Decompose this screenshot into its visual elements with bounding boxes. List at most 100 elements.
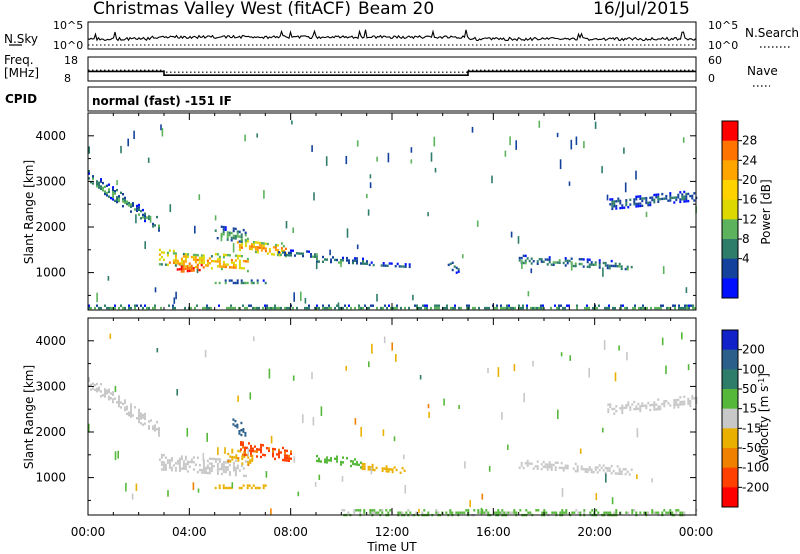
range-time-cell [234,473,237,477]
range-time-cell [573,511,576,514]
range-time-cell [401,467,404,470]
range-time-cell [627,206,630,209]
range-time-cell [290,457,292,460]
range-time-cell [158,258,161,261]
range-time-cell [130,415,132,418]
range-time-cell [92,382,94,385]
range-time-cell [238,262,241,265]
range-time-cell [687,397,690,401]
range-time-cell [234,471,237,474]
range-time-cell [469,500,471,508]
range-time-cell [134,406,136,409]
range-time-cell [302,414,304,424]
range-time-cell [501,511,504,514]
range-time-cell [548,256,551,259]
range-time-cell [488,466,491,472]
range-time-cell [540,467,543,471]
range-time-cell [653,198,656,201]
range-time-cell [184,467,187,471]
range-time-cell [410,159,413,164]
range-time-cell [687,402,690,405]
range-time-cell [639,202,642,205]
range-time-cell [194,253,197,257]
range-time-cell [102,181,104,185]
range-time-cell [330,258,332,261]
range-time-cell [286,456,288,460]
range-time-cell [270,253,273,256]
colorbar-band [722,349,738,370]
range-time-cell [324,306,326,310]
range-time-cell [168,461,171,464]
range-time-cell [473,509,476,512]
colorbar-band [722,448,738,469]
range-time-cell [168,249,171,252]
range-time-cell [296,252,298,255]
range-time-cell [370,304,372,307]
range-time-cell [206,471,209,475]
range-time-cell [613,412,616,415]
range-time-cell [524,462,527,465]
range-time-cell [248,304,250,307]
range-time-cell [572,264,575,268]
range-time-cell [455,511,458,514]
range-time-cell [256,251,259,254]
range-time-cell [248,247,251,250]
range-time-cell [306,306,308,310]
range-time-cell [276,453,278,456]
range-time-cell [264,281,267,285]
range-time-cell [156,215,158,219]
range-time-cell [114,385,117,393]
range-time-cell [611,207,614,211]
range-time-cell [578,258,581,261]
range-time-cell [613,511,616,514]
range-time-cell [240,486,243,490]
range-time-cell [238,306,240,310]
range-time-cell [90,383,92,386]
range-time-cell [112,398,114,401]
range-time-cell [632,306,634,310]
range-time-cell [607,403,610,406]
range-time-cell [232,261,235,264]
range-time-cell [529,511,532,514]
range-time-cell [673,196,676,199]
range-time-cell [96,387,98,390]
range-time-cell [140,412,142,415]
range-time-cell [597,511,600,514]
range-time-cell [210,255,213,258]
range-time-cell [204,469,207,472]
range-time-cell [160,461,163,464]
range-time-cell [196,471,199,474]
range-time-cell [274,457,276,461]
range-time-cell [677,193,680,197]
range-time-cell [262,453,264,457]
range-time-cell [266,306,268,310]
range-time-cell [114,190,116,193]
range-time-cell [268,368,271,379]
range-time-cell [162,461,165,464]
range-time-cell [234,227,237,231]
range-time-cell [106,194,108,197]
range-time-cell [184,267,187,270]
range-time-cell [675,198,678,202]
range-time-cell [144,212,146,215]
range-time-cell [96,182,98,185]
range-time-cell [144,219,146,223]
range-time-cell [104,395,106,398]
range-time-cell [582,258,585,261]
range-time-cell [435,511,438,514]
range-time-cell [242,430,245,433]
range-time-cell [555,511,558,514]
range-time-cell [284,306,286,310]
range-time-cell [194,306,196,310]
range-time-cell [265,471,268,478]
range-time-cell [218,467,221,471]
cpid-box [87,86,697,112]
range-time-cell [691,194,694,198]
range-time-cell [584,306,586,310]
range-time-cell [606,264,609,267]
range-time-cell [596,306,598,310]
colorbar-tick-label: 200 [742,343,765,357]
range-time-cell [530,268,533,274]
range-time-cell [120,304,122,307]
